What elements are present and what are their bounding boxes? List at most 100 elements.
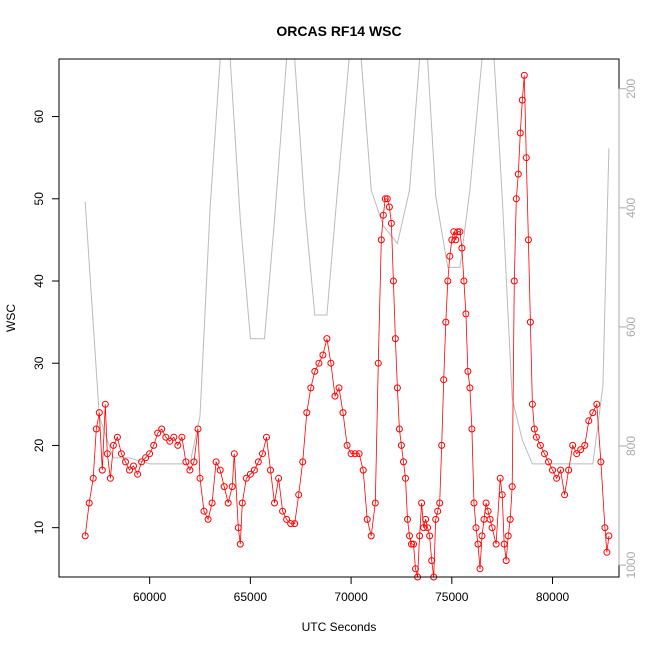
- data-point: [496, 474, 504, 482]
- data-point: [462, 310, 470, 318]
- data-point: [323, 335, 331, 343]
- data-point: [182, 458, 190, 466]
- data-point: [464, 367, 472, 375]
- data-point: [138, 458, 146, 466]
- y-axis-label: WSC: [4, 304, 18, 332]
- y-tick-label: 50: [32, 192, 46, 206]
- data-point: [400, 458, 407, 466]
- data-point: [504, 532, 512, 540]
- data-point: [472, 524, 480, 532]
- x-axis-label: UTC Seconds: [302, 620, 377, 634]
- right-tick-label: 200: [624, 78, 638, 98]
- data-point: [194, 425, 202, 433]
- data-point: [234, 524, 242, 532]
- data-point: [420, 524, 428, 532]
- data-point: [482, 499, 490, 507]
- data-point: [530, 425, 538, 433]
- data-point: [291, 520, 299, 528]
- data-point: [367, 532, 375, 540]
- data-point: [520, 71, 528, 79]
- data-point: [406, 532, 413, 540]
- data-point: [109, 441, 117, 449]
- data-point: [377, 236, 385, 244]
- x-tick-label: 65000: [234, 590, 268, 604]
- data-point: [500, 540, 508, 548]
- data-point: [238, 499, 246, 507]
- data-point: [170, 433, 178, 441]
- data-point: [498, 491, 506, 499]
- data-point: [259, 450, 266, 458]
- data-point: [468, 425, 476, 433]
- data-point: [510, 277, 518, 285]
- data-point: [339, 409, 347, 417]
- data-point: [458, 244, 466, 252]
- data-point: [397, 441, 405, 449]
- data-point: [508, 483, 516, 491]
- data-point: [385, 203, 393, 211]
- data-point: [319, 351, 327, 359]
- data-points: [81, 71, 613, 581]
- data-point: [442, 318, 450, 326]
- data-point: [524, 236, 532, 244]
- y-tick-label: 30: [32, 356, 46, 370]
- data-point: [142, 454, 150, 462]
- x-tick-label: 60000: [133, 590, 167, 604]
- data-point: [522, 154, 530, 162]
- data-point: [130, 462, 137, 470]
- data-point: [186, 466, 194, 474]
- data-point: [315, 359, 323, 367]
- data-point: [395, 425, 403, 433]
- data-point: [343, 441, 351, 449]
- data-point: [208, 499, 216, 507]
- data-point: [204, 515, 212, 523]
- x-tick-label: 80000: [536, 590, 570, 604]
- secondary-series-line: [84, 59, 610, 465]
- data-point: [536, 441, 544, 449]
- data-point: [474, 540, 482, 548]
- data-point: [89, 474, 97, 482]
- data-point: [103, 450, 111, 458]
- data-point: [569, 441, 577, 449]
- data-point: [585, 417, 593, 425]
- data-point: [492, 540, 500, 548]
- data-point: [359, 466, 367, 474]
- data-point: [92, 425, 100, 433]
- data-point: [466, 384, 474, 392]
- data-point: [355, 450, 363, 458]
- data-point: [134, 470, 142, 478]
- x-tick-label: 75000: [435, 590, 469, 604]
- data-point: [393, 384, 401, 392]
- data-point: [295, 491, 303, 499]
- data-point: [228, 483, 236, 491]
- data-point: [518, 96, 526, 104]
- data-point: [371, 499, 379, 507]
- data-point: [486, 515, 494, 523]
- data-point: [488, 524, 496, 532]
- x-tick-label: 70000: [334, 590, 368, 604]
- data-point: [331, 392, 339, 400]
- x-axis: 60000 65000 70000 75000 80000: [133, 576, 570, 604]
- data-point: [216, 466, 224, 474]
- data-point: [438, 441, 446, 449]
- data-point: [389, 277, 397, 285]
- data-point: [506, 515, 514, 523]
- data-point: [196, 474, 204, 482]
- right-tick-label: 800: [624, 436, 638, 456]
- data-point: [557, 466, 565, 474]
- data-point: [190, 458, 198, 466]
- data-point: [212, 458, 220, 466]
- data-point: [391, 335, 399, 343]
- data-point: [460, 277, 468, 285]
- data-point: [267, 466, 274, 474]
- data-point: [526, 318, 534, 326]
- data-point: [117, 450, 125, 458]
- data-point: [220, 483, 228, 491]
- data-point: [512, 195, 520, 203]
- y-axis: 10 20 30 40 50 60: [32, 110, 59, 534]
- data-point: [279, 507, 287, 515]
- data-point: [440, 376, 448, 384]
- data-point: [553, 474, 561, 482]
- data-point: [166, 437, 174, 445]
- data-point: [577, 446, 585, 454]
- data-point: [263, 433, 270, 441]
